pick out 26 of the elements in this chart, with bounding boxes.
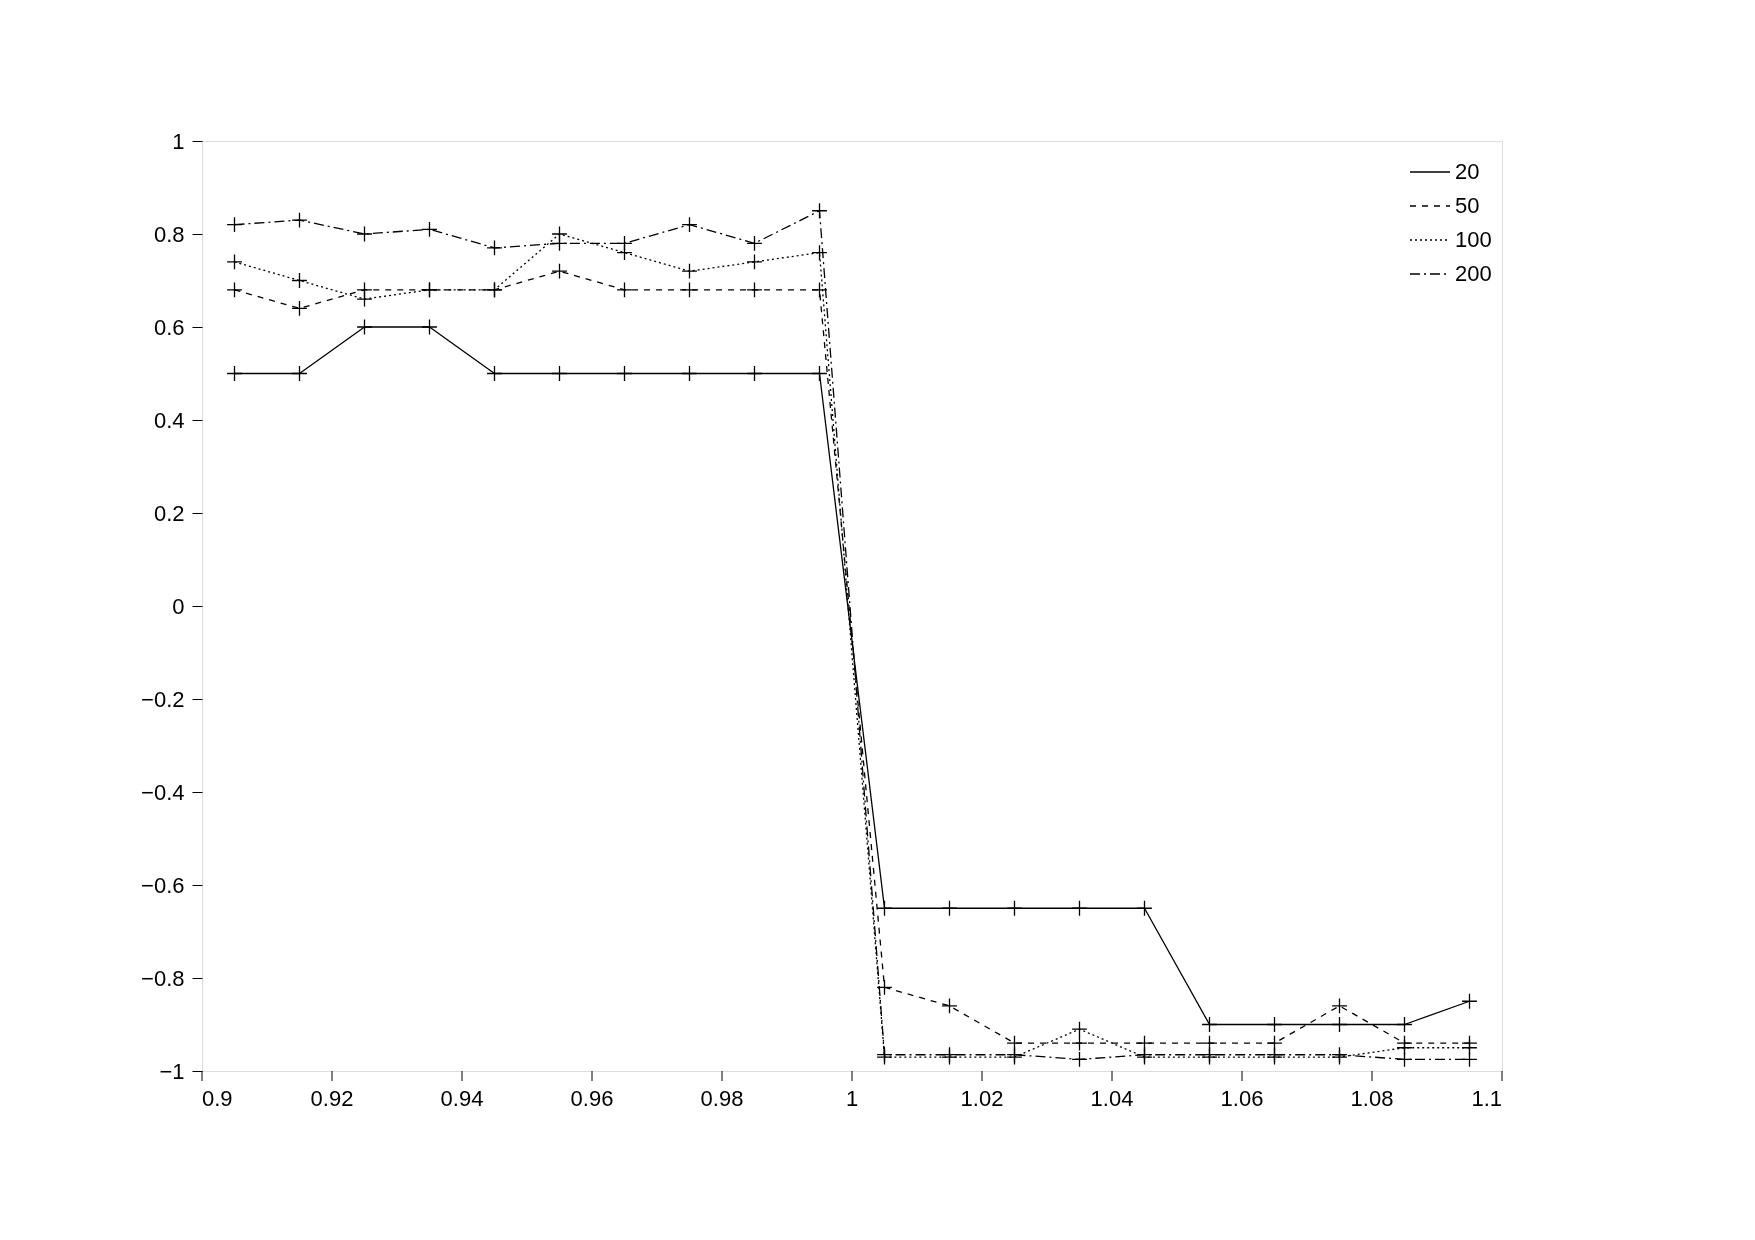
- y-tick-label: −0.8: [141, 965, 185, 991]
- x-tick-label: 1.08: [1350, 1086, 1394, 1111]
- y-tick-label: 0: [172, 593, 185, 619]
- legend-label: 200: [1455, 261, 1492, 286]
- x-tick-label: 0.94: [440, 1086, 484, 1111]
- x-tick-label: 0.96: [570, 1086, 614, 1111]
- y-tick-label: 0.4: [153, 407, 185, 433]
- x-tick-label: 0.92: [310, 1086, 354, 1111]
- x-tick-label: 1.1: [1471, 1086, 1502, 1111]
- x-tick-label: 1: [845, 1086, 859, 1111]
- y-tick-label: 0.2: [153, 500, 185, 526]
- legend-label: 100: [1455, 227, 1492, 252]
- x-tick-label: 0.9: [202, 1086, 233, 1111]
- x-tick-label: 1.02: [960, 1086, 1004, 1111]
- legend-label: 50: [1455, 193, 1480, 218]
- legend-label: 20: [1455, 159, 1480, 184]
- x-tick-label: 0.98: [700, 1086, 744, 1111]
- y-tick-label: 0.6: [153, 314, 185, 340]
- y-tick-label: −0.4: [141, 779, 185, 805]
- y-tick-label: 1: [172, 128, 185, 154]
- y-tick-label: −1: [159, 1058, 185, 1084]
- y-tick-label: 0.8: [153, 221, 185, 247]
- y-tick-label: −0.2: [141, 686, 185, 712]
- x-tick-label: 1.06: [1220, 1086, 1264, 1111]
- x-tick-label: 1.04: [1090, 1086, 1134, 1111]
- y-tick-label: −0.6: [141, 872, 185, 898]
